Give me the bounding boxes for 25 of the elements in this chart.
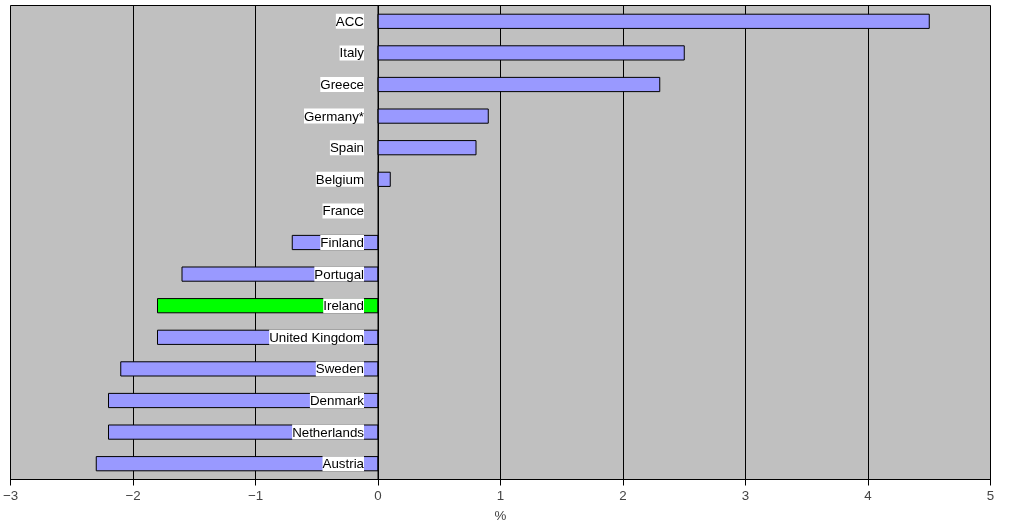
y-tick-label: Greece [320,77,365,92]
y-tick-label: Italy [339,45,365,61]
y-tick-label: Germany* [304,108,364,124]
y-tick-label: ACC [335,13,365,29]
x-tick-label: 5 [986,487,995,503]
x-tick-label: 4 [864,487,873,503]
x-tick-label: 0 [374,487,382,503]
y-tick-label: Portugal [314,266,365,282]
x-axis-title: % [494,507,507,523]
y-tick-label: Finland [320,235,365,250]
y-tick-label: Ireland [323,298,365,314]
x-tick-label: 2 [619,487,627,503]
y-tick-label: Netherlands [292,424,365,440]
x-tick-label: −2 [125,487,141,503]
x-tick-label: 1 [496,487,505,503]
y-tick-label: Denmark [309,393,365,408]
y-tick-label: Austria [322,456,365,472]
x-tick-label: 3 [741,487,750,503]
x-tick-label: −3 [2,487,19,503]
y-tick-label: Spain [329,140,365,156]
y-tick-label: Sweden [315,361,365,377]
y-tick-label: France [322,203,364,219]
y-tick-label: Belgium [315,171,364,187]
x-tick-label: −1 [247,487,264,503]
y-tick-label: United Kingdom [269,329,365,345]
